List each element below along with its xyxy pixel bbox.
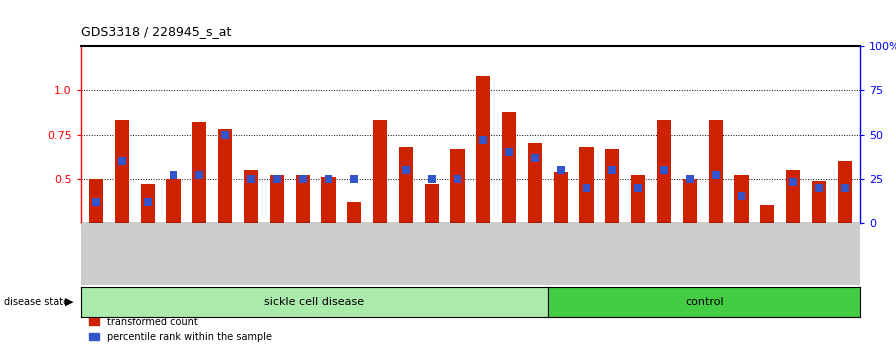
Bar: [244, 170, 258, 267]
Bar: [195, 171, 203, 179]
Bar: [556, 166, 564, 174]
Bar: [169, 171, 177, 179]
Bar: [373, 120, 387, 267]
Bar: [92, 198, 100, 206]
Bar: [634, 184, 642, 192]
Bar: [347, 202, 361, 267]
Bar: [760, 205, 774, 267]
Bar: [453, 175, 461, 183]
Bar: [554, 172, 568, 267]
Bar: [144, 198, 151, 206]
Text: GDS3318 / 228945_s_at: GDS3318 / 228945_s_at: [81, 25, 231, 38]
Legend: transformed count, percentile rank within the sample: transformed count, percentile rank withi…: [85, 313, 276, 346]
Bar: [118, 157, 125, 165]
Bar: [737, 193, 745, 200]
Bar: [399, 147, 413, 267]
Bar: [683, 179, 697, 267]
Bar: [660, 166, 668, 174]
Bar: [580, 147, 594, 267]
Bar: [270, 175, 284, 267]
Bar: [812, 181, 826, 267]
Bar: [786, 170, 800, 267]
Bar: [735, 175, 748, 267]
Text: control: control: [685, 297, 724, 307]
Bar: [763, 232, 771, 239]
Bar: [657, 120, 671, 267]
Bar: [606, 149, 619, 267]
Bar: [709, 120, 723, 267]
Bar: [376, 246, 384, 253]
Bar: [476, 76, 490, 267]
Text: sickle cell disease: sickle cell disease: [264, 297, 365, 307]
Bar: [815, 184, 823, 192]
Bar: [296, 175, 310, 267]
Bar: [427, 175, 435, 183]
Text: ▶: ▶: [65, 297, 73, 307]
Bar: [193, 122, 206, 267]
Bar: [350, 175, 358, 183]
Bar: [273, 175, 280, 183]
Bar: [218, 129, 232, 267]
Bar: [608, 166, 616, 174]
Bar: [531, 154, 538, 161]
Bar: [479, 136, 487, 144]
Bar: [402, 166, 409, 174]
Bar: [322, 177, 335, 267]
Bar: [141, 184, 155, 267]
Bar: [221, 131, 229, 138]
Bar: [247, 175, 254, 183]
Bar: [167, 179, 181, 267]
Bar: [631, 175, 645, 267]
Bar: [582, 184, 590, 192]
Bar: [425, 184, 439, 267]
Bar: [840, 184, 849, 192]
Bar: [451, 149, 465, 267]
Bar: [502, 112, 516, 267]
Bar: [505, 148, 513, 156]
Bar: [789, 178, 797, 186]
Bar: [89, 179, 103, 267]
Bar: [711, 171, 719, 179]
Bar: [298, 175, 306, 183]
Bar: [838, 161, 852, 267]
Bar: [324, 175, 332, 183]
Bar: [686, 175, 694, 183]
Bar: [115, 120, 129, 267]
Bar: [528, 143, 542, 267]
Text: disease state: disease state: [4, 297, 69, 307]
